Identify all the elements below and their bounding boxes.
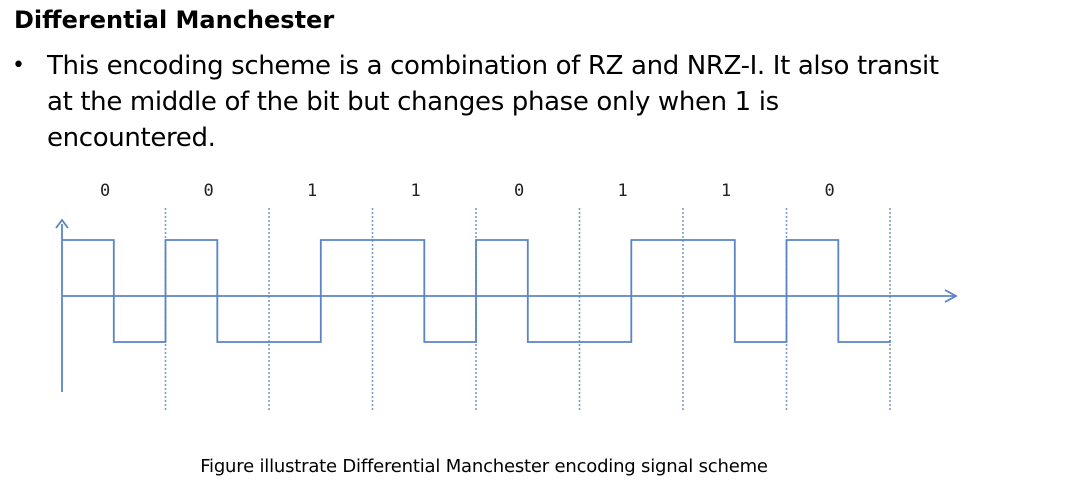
bullet-text: This encoding scheme is a combination of… [47,48,1083,156]
bit-label: 1 [411,181,421,201]
bullet-marker: • [12,53,25,78]
signal-diagram: 0 0 1 1 0 1 1 0 [55,181,958,412]
bit-label: 0 [825,181,835,201]
signal-line [62,239,891,343]
slide-title: Differential Manchester [14,6,335,34]
bullet-line: encountered. [47,123,216,153]
bit-labels: 0 0 1 1 0 1 1 0 [100,181,835,201]
bit-label: 0 [204,181,214,201]
x-axis-arrowhead [944,289,958,303]
bit-label: 1 [721,181,731,201]
bullet-line: This encoding scheme is a combination of… [47,51,939,81]
bullet-line: at the middle of the bit but changes pha… [47,87,779,117]
signal-waveform [62,239,891,343]
bit-label: 1 [307,181,317,201]
bit-label: 1 [618,181,628,201]
figure-caption: Figure illustrate Differential Mancheste… [200,456,768,477]
bit-label: 0 [100,181,110,201]
y-axis-arrowhead [55,218,69,229]
bit-label: 0 [514,181,524,201]
axes [55,218,958,392]
